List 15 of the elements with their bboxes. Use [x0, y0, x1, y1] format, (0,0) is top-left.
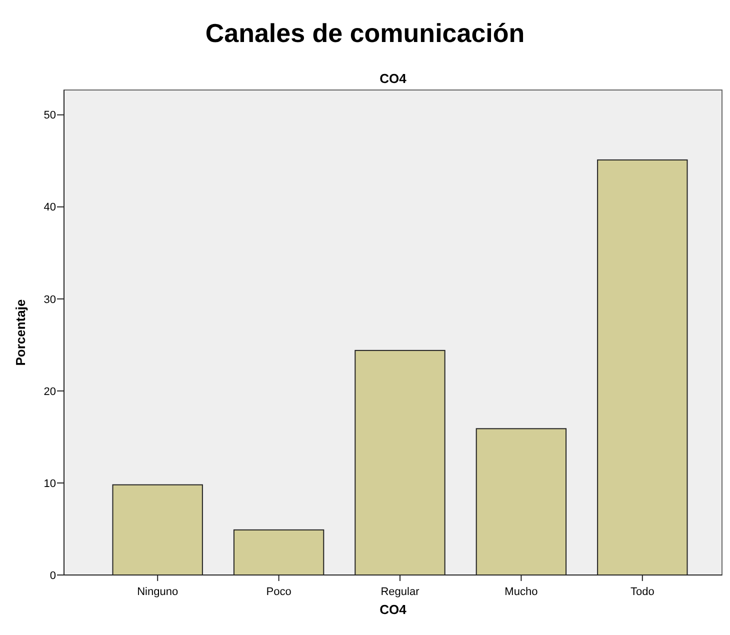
x-tick-label: Regular	[380, 586, 420, 598]
y-tick-label: 40	[44, 202, 56, 214]
y-tick-label: 50	[44, 110, 56, 122]
chart-title: Canales de comunicación	[205, 18, 525, 48]
y-tick-label: 10	[44, 478, 56, 490]
x-tick-label: Todo	[630, 586, 654, 598]
y-axis-title: Porcentaje	[13, 299, 28, 366]
x-tick-label: Poco	[266, 586, 292, 598]
y-tick-label: 30	[44, 294, 56, 306]
y-tick-label: 0	[50, 570, 56, 582]
x-axis-title: CO4	[380, 602, 408, 617]
x-tick-label: Ninguno	[137, 586, 178, 598]
y-tick-label: 20	[44, 386, 56, 398]
chart-subtitle: CO4	[380, 71, 408, 86]
x-tick-label: Mucho	[504, 586, 538, 598]
